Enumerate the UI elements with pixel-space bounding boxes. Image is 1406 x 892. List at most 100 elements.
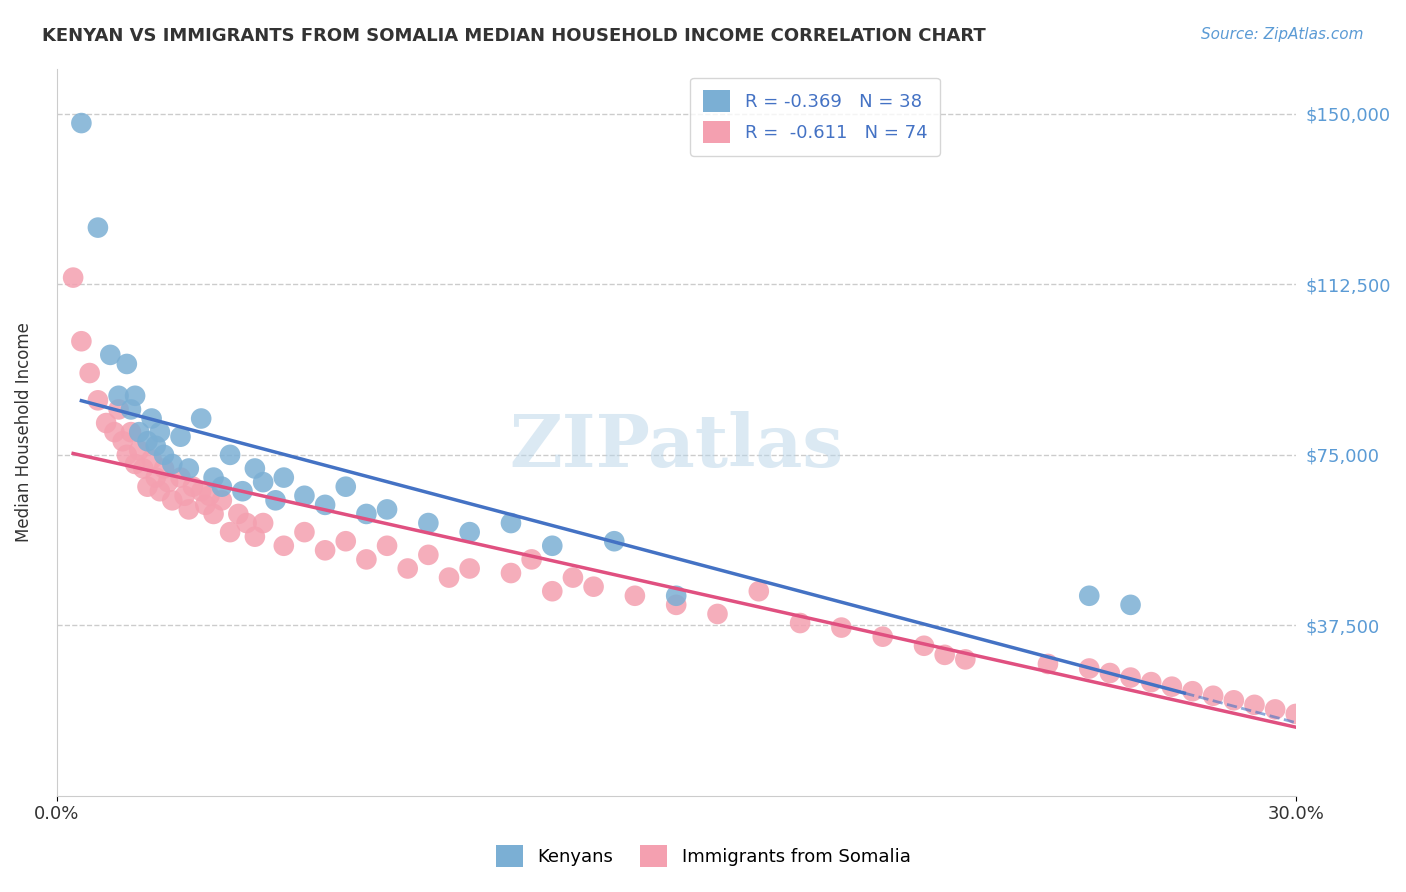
Point bbox=[190, 484, 212, 499]
Point bbox=[153, 461, 176, 475]
Point bbox=[190, 411, 212, 425]
Point bbox=[211, 493, 233, 508]
Point bbox=[243, 530, 266, 544]
Point bbox=[87, 220, 110, 235]
Point bbox=[87, 393, 110, 408]
Point bbox=[335, 534, 357, 549]
Point bbox=[194, 498, 217, 512]
Point bbox=[79, 366, 101, 380]
Point bbox=[107, 402, 129, 417]
Point bbox=[149, 484, 172, 499]
Point bbox=[157, 475, 180, 490]
Point bbox=[141, 452, 163, 467]
Point bbox=[665, 589, 688, 603]
Point bbox=[955, 652, 977, 666]
Point bbox=[1160, 680, 1182, 694]
Point bbox=[162, 493, 184, 508]
Text: Source: ZipAtlas.com: Source: ZipAtlas.com bbox=[1201, 27, 1364, 42]
Point bbox=[173, 489, 195, 503]
Point bbox=[520, 552, 543, 566]
Point bbox=[111, 434, 134, 449]
Point bbox=[136, 434, 159, 449]
Point bbox=[202, 470, 225, 484]
Point bbox=[107, 389, 129, 403]
Point bbox=[748, 584, 770, 599]
Point bbox=[1140, 675, 1163, 690]
Point bbox=[1119, 671, 1142, 685]
Point bbox=[115, 448, 138, 462]
Point bbox=[1119, 598, 1142, 612]
Point bbox=[1223, 693, 1246, 707]
Point bbox=[120, 402, 142, 417]
Point bbox=[418, 548, 440, 562]
Point bbox=[273, 470, 295, 484]
Point bbox=[136, 480, 159, 494]
Point bbox=[1285, 706, 1308, 721]
Point bbox=[228, 507, 250, 521]
Point bbox=[561, 571, 583, 585]
Point bbox=[458, 525, 481, 540]
Point bbox=[314, 543, 336, 558]
Point bbox=[541, 584, 564, 599]
Point bbox=[375, 502, 398, 516]
Point bbox=[231, 484, 253, 499]
Point bbox=[181, 480, 204, 494]
Point bbox=[124, 389, 146, 403]
Point bbox=[115, 357, 138, 371]
Point bbox=[1243, 698, 1265, 712]
Point bbox=[202, 507, 225, 521]
Point bbox=[145, 470, 167, 484]
Point bbox=[219, 448, 242, 462]
Point bbox=[665, 598, 688, 612]
Point bbox=[912, 639, 935, 653]
Point bbox=[169, 430, 191, 444]
Point bbox=[211, 480, 233, 494]
Point bbox=[294, 525, 316, 540]
Point bbox=[1181, 684, 1204, 698]
Point bbox=[1305, 711, 1327, 725]
Point bbox=[162, 457, 184, 471]
Point bbox=[499, 566, 522, 580]
Point bbox=[198, 489, 221, 503]
Point bbox=[177, 502, 200, 516]
Point bbox=[541, 539, 564, 553]
Point bbox=[1098, 666, 1121, 681]
Point bbox=[128, 425, 150, 439]
Point bbox=[128, 443, 150, 458]
Point bbox=[830, 621, 852, 635]
Point bbox=[273, 539, 295, 553]
Point bbox=[437, 571, 460, 585]
Point bbox=[149, 425, 172, 439]
Point bbox=[124, 457, 146, 471]
Point bbox=[706, 607, 728, 621]
Point bbox=[153, 448, 176, 462]
Point bbox=[98, 348, 121, 362]
Text: ZIPatlas: ZIPatlas bbox=[509, 411, 844, 483]
Point bbox=[1078, 661, 1101, 675]
Point bbox=[1036, 657, 1059, 671]
Point bbox=[169, 470, 191, 484]
Point bbox=[356, 552, 378, 566]
Point bbox=[120, 425, 142, 439]
Legend: R = -0.369   N = 38, R =  -0.611   N = 74: R = -0.369 N = 38, R = -0.611 N = 74 bbox=[690, 78, 939, 156]
Point bbox=[294, 489, 316, 503]
Point bbox=[145, 439, 167, 453]
Point bbox=[62, 270, 84, 285]
Point bbox=[177, 461, 200, 475]
Point bbox=[418, 516, 440, 530]
Point bbox=[243, 461, 266, 475]
Point bbox=[356, 507, 378, 521]
Point bbox=[70, 334, 93, 349]
Point bbox=[375, 539, 398, 553]
Point bbox=[934, 648, 956, 662]
Point bbox=[396, 561, 419, 575]
Point bbox=[1326, 716, 1348, 731]
Point bbox=[458, 561, 481, 575]
Text: KENYAN VS IMMIGRANTS FROM SOMALIA MEDIAN HOUSEHOLD INCOME CORRELATION CHART: KENYAN VS IMMIGRANTS FROM SOMALIA MEDIAN… bbox=[42, 27, 986, 45]
Point bbox=[1264, 702, 1286, 716]
Point bbox=[1078, 589, 1101, 603]
Legend: Kenyans, Immigrants from Somalia: Kenyans, Immigrants from Somalia bbox=[488, 838, 918, 874]
Point bbox=[582, 580, 605, 594]
Point bbox=[872, 630, 894, 644]
Point bbox=[252, 516, 274, 530]
